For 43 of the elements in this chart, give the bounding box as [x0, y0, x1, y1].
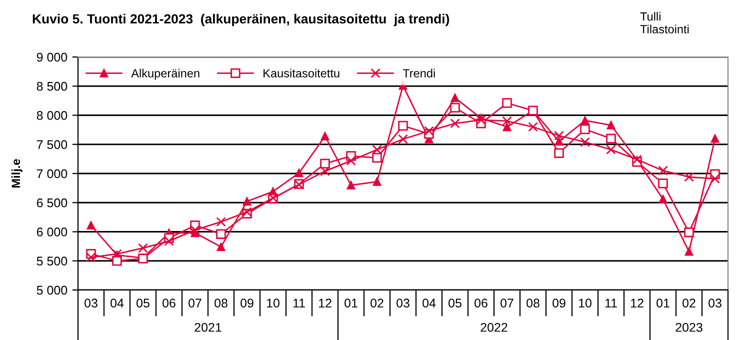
x-tick-label: 10: [267, 298, 280, 308]
x-tick-label: 04: [110, 298, 124, 308]
x-tick-label: 10: [579, 298, 592, 308]
x-tick-label: 09: [240, 298, 254, 308]
x-tick-label: 01: [656, 298, 670, 308]
x-tick-label: 07: [500, 298, 514, 308]
text: 2022: [480, 322, 508, 332]
y-tick-label: 8 000: [36, 111, 68, 120]
x-tick-label: 05: [448, 298, 462, 308]
y-tick-label: 6 500: [36, 198, 68, 208]
x-tick-label: 08: [526, 298, 540, 308]
y-tick-label: 8 500: [36, 82, 68, 91]
y-tick-label: 7 000: [36, 169, 68, 178]
x-tick-label: 11: [605, 298, 617, 308]
x-tick-label: 02: [370, 298, 384, 308]
x-tick-label: 11: [293, 298, 305, 308]
chart-title: Kuvio 5. Tuonti 2021-2023 (alkuperäinen, kausitasoitettu ja trendi): [32, 14, 450, 26]
legend-label: Alkuperäinen: [131, 68, 200, 80]
x-tick-label: 02: [682, 298, 696, 308]
x-tick-label: 09: [552, 298, 566, 308]
x-tick-label: 04: [422, 298, 436, 308]
x-tick-label: 12: [631, 298, 644, 308]
x-tick-label: 08: [214, 298, 228, 308]
legend-label: Trendi: [402, 68, 435, 78]
text: Tulli Tilastointi: [640, 12, 689, 34]
x-tick-label: 03: [396, 298, 410, 308]
x-tick-label: 01: [344, 298, 358, 308]
x-tick-label: 06: [474, 298, 488, 308]
y-tick-label: 9 000: [36, 52, 68, 62]
y-tick-label: 5 000: [36, 286, 68, 295]
x-tick-label: 06: [162, 298, 176, 308]
y-tick-label: 5 500: [36, 256, 68, 266]
text: 2021: [194, 322, 222, 332]
x-tick-label: 12: [319, 298, 332, 308]
legend-label: Kausitasoitettu: [264, 68, 340, 78]
x-tick-label: 05: [136, 298, 150, 308]
x-tick-label: 07: [188, 298, 202, 308]
y-axis-title: Milj.e: [11, 159, 22, 188]
x-tick-label: 03: [708, 298, 722, 308]
y-tick-label: 7 500: [36, 140, 68, 150]
x-tick-label: 03: [84, 298, 98, 308]
y-tick-label: 6 000: [36, 228, 68, 236]
text: 2023: [676, 322, 702, 332]
